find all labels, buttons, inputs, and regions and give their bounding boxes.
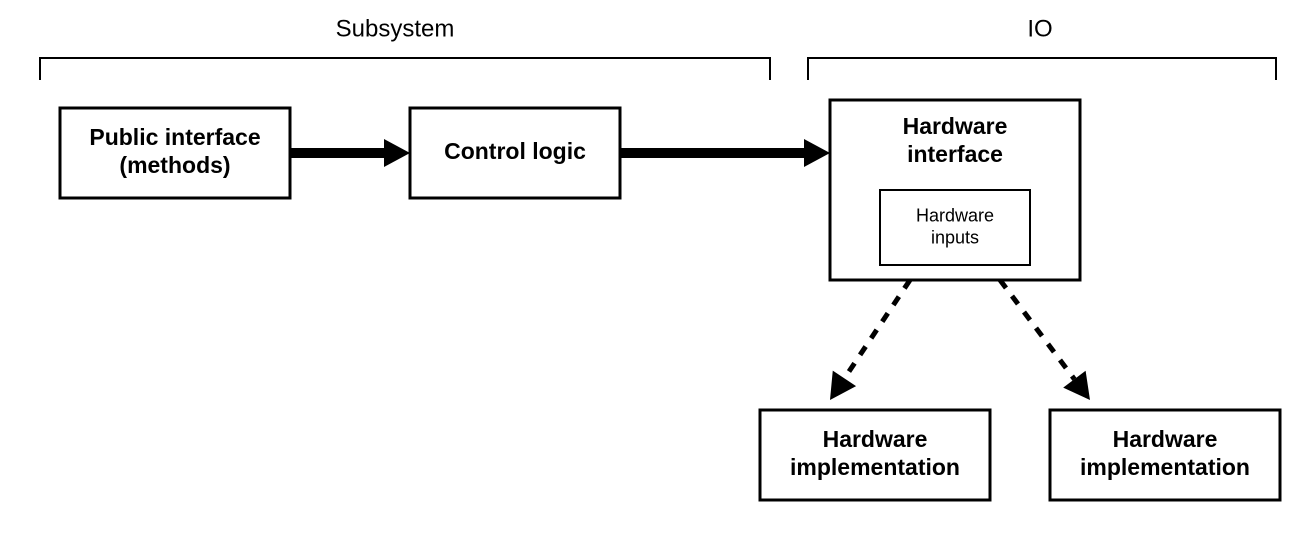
- node-hardware_interface-label-1: interface: [907, 141, 1003, 167]
- node-hardware_interface-label-0: Hardware: [903, 113, 1008, 139]
- node-hardware_inputs-label-0: Hardware: [916, 205, 994, 225]
- edge-e4-arrowhead: [1063, 371, 1090, 400]
- node-hw_impl_right-label-0: Hardware: [1113, 426, 1218, 452]
- edge-e3: [844, 280, 910, 378]
- section-label-subsystem: Subsystem: [336, 15, 455, 42]
- edge-e4: [1000, 280, 1074, 379]
- bracket-io: [808, 58, 1276, 80]
- node-hardware_inputs-label-1: inputs: [931, 227, 979, 247]
- node-control_logic-label-0: Control logic: [444, 138, 586, 164]
- node-public_interface-label-1: (methods): [119, 152, 230, 178]
- edge-e2-arrowhead: [804, 139, 830, 167]
- node-hw_impl_right-label-1: implementation: [1080, 454, 1250, 480]
- bracket-subsystem: [40, 58, 770, 80]
- node-public_interface-label-0: Public interface: [89, 124, 260, 150]
- section-label-io: IO: [1027, 15, 1052, 42]
- node-hw_impl_left-label-1: implementation: [790, 454, 960, 480]
- edge-e3-arrowhead: [830, 371, 856, 400]
- edge-e1-arrowhead: [384, 139, 410, 167]
- node-hw_impl_left-label-0: Hardware: [823, 426, 928, 452]
